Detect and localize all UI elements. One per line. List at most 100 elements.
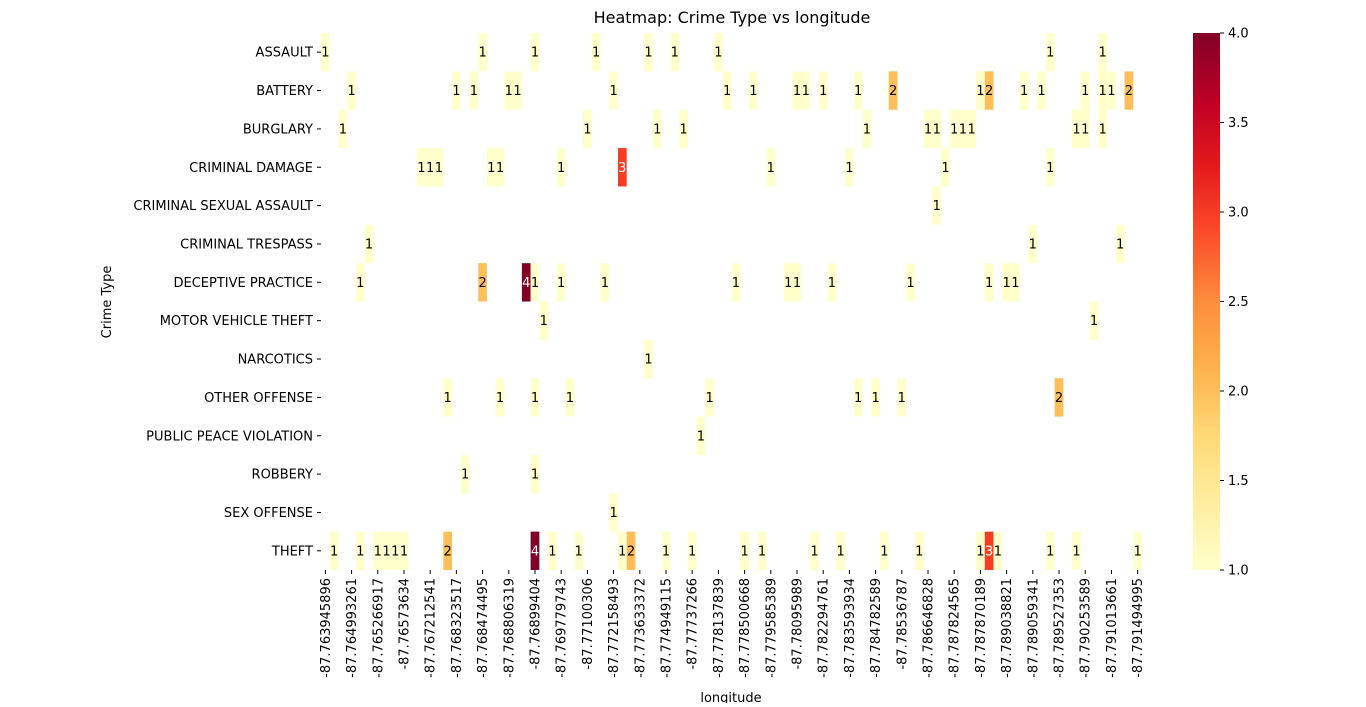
cell-value-label: 1: [644, 46, 652, 61]
cell-value-label: 1: [723, 84, 731, 99]
cell-value-label: 1: [452, 84, 460, 99]
heatmap-cell: [1028, 224, 1038, 264]
cell-value-label: 2: [1125, 84, 1133, 99]
cell-value-label: 1: [426, 161, 434, 176]
heatmap-cell: [801, 71, 811, 110]
cell-value-label: 1: [566, 391, 574, 406]
heatmap-cell: [731, 263, 741, 302]
cell-value-label: 1: [330, 544, 338, 559]
x-tick-label: -87.789038821: [1000, 578, 1015, 678]
heatmap-cell: [1089, 301, 1099, 340]
cell-value-label: 1: [793, 84, 801, 99]
heatmap-cell: [364, 224, 374, 264]
y-tick-label: THEFT: [271, 544, 313, 559]
cell-value-label: 1: [985, 276, 993, 291]
y-tick-label: MOTOR VEHICLE THEFT: [160, 314, 313, 329]
x-tick-label: -87.784782589: [869, 578, 884, 678]
heatmap-cell: [1098, 33, 1108, 72]
cell-value-label: 1: [609, 506, 617, 521]
cell-value-label: 1: [496, 161, 504, 176]
y-tick-label: BATTERY: [256, 84, 313, 99]
cell-value-label: 1: [1081, 84, 1089, 99]
cell-value-label: 4: [531, 544, 539, 559]
cell-value-label: 1: [959, 122, 967, 137]
heatmap-cell: [382, 531, 391, 570]
heatmap-cell: [748, 71, 758, 110]
cell-value-label: 2: [889, 84, 897, 99]
heatmap-cell: [644, 339, 653, 379]
heatmap-cell: [530, 454, 540, 494]
x-tick-label: -87.787870189: [974, 578, 989, 678]
cell-value-label: 1: [478, 46, 486, 61]
cell-value-label: 1: [880, 544, 888, 559]
heatmap-cell: [967, 109, 977, 149]
colorbar-tick-label: 4.0: [1228, 27, 1249, 42]
cell-value-label: 1: [1002, 276, 1010, 291]
heatmap-cell: [469, 71, 479, 110]
heatmap-cell: [495, 148, 505, 187]
y-tick-label: NARCOTICS: [238, 353, 313, 368]
cell-value-label: 1: [697, 429, 705, 444]
x-tick-label: -87.768474495: [476, 578, 491, 678]
heatmap-cell: [1002, 263, 1011, 302]
heatmap-cell: [329, 531, 339, 570]
heatmap-cell: [862, 109, 872, 149]
cell-value-label: 1: [365, 237, 373, 252]
cell-value-label: 1: [810, 544, 818, 559]
heatmap-cell: [1010, 263, 1020, 302]
x-axis-label: longitude: [700, 691, 761, 703]
x-tick-label: -87.773633372: [633, 578, 648, 678]
heatmap-cell: [897, 378, 907, 417]
cell-value-label: 1: [321, 46, 329, 61]
cell-value-label: 1: [435, 161, 443, 176]
cell-value-label: 1: [1116, 237, 1124, 252]
cell-value-label: 1: [968, 122, 976, 137]
heatmap-cell: [539, 301, 549, 340]
cell-value-label: 2: [1055, 391, 1063, 406]
heatmap-cell: [652, 109, 662, 149]
x-tick-label: -87.778500668: [738, 578, 753, 678]
cell-value-label: 3: [618, 161, 626, 176]
heatmap-cell: [792, 263, 802, 302]
cell-value-label: 1: [1046, 544, 1054, 559]
cell-value-label: 1: [933, 122, 941, 137]
heatmap-cell: [443, 531, 453, 570]
x-tick-label: -87.774949115: [659, 578, 674, 678]
heatmap-cell: [609, 71, 618, 110]
cell-value-label: 1: [1011, 276, 1019, 291]
heatmap-cell: [853, 71, 863, 110]
cell-value-label: 1: [1072, 544, 1080, 559]
heatmap-cell: [679, 109, 688, 149]
cell-value-label: 1: [837, 544, 845, 559]
cell-value-label: 1: [1046, 161, 1054, 176]
y-tick-label: ASSAULT: [256, 46, 313, 61]
heatmap-cell: [1037, 71, 1046, 110]
cell-value-label: 4: [522, 276, 530, 291]
heatmap-cell: [853, 378, 863, 417]
cell-value-label: 1: [583, 122, 591, 137]
heatmap-cell: [452, 71, 461, 110]
colorbar-tick-label: 3.0: [1228, 206, 1249, 221]
heatmap-cell: [1098, 109, 1108, 149]
cell-value-label: 1: [749, 84, 757, 99]
cell-value-label: 1: [461, 468, 469, 483]
heatmap-cell: [355, 263, 365, 302]
heatmap-cell: [836, 531, 846, 570]
heatmap-cell: [548, 531, 557, 570]
cell-value-label: 1: [470, 84, 478, 99]
cell-value-label: 1: [784, 276, 792, 291]
cell-value-label: 1: [924, 122, 932, 137]
heatmap-cell: [399, 531, 409, 570]
cell-value-label: 1: [592, 46, 600, 61]
cell-value-label: 1: [644, 353, 652, 368]
cell-value-label: 1: [906, 276, 914, 291]
cell-value-label: 1: [863, 122, 871, 137]
cell-value-label: 1: [1020, 84, 1028, 99]
cell-value-label: 2: [478, 276, 486, 291]
x-tick-label: -87.768323517: [450, 578, 465, 678]
cell-value-label: 1: [496, 391, 504, 406]
cell-value-label: 1: [618, 544, 626, 559]
heatmap-cell: [556, 148, 566, 187]
heatmap-cell: [705, 378, 715, 417]
